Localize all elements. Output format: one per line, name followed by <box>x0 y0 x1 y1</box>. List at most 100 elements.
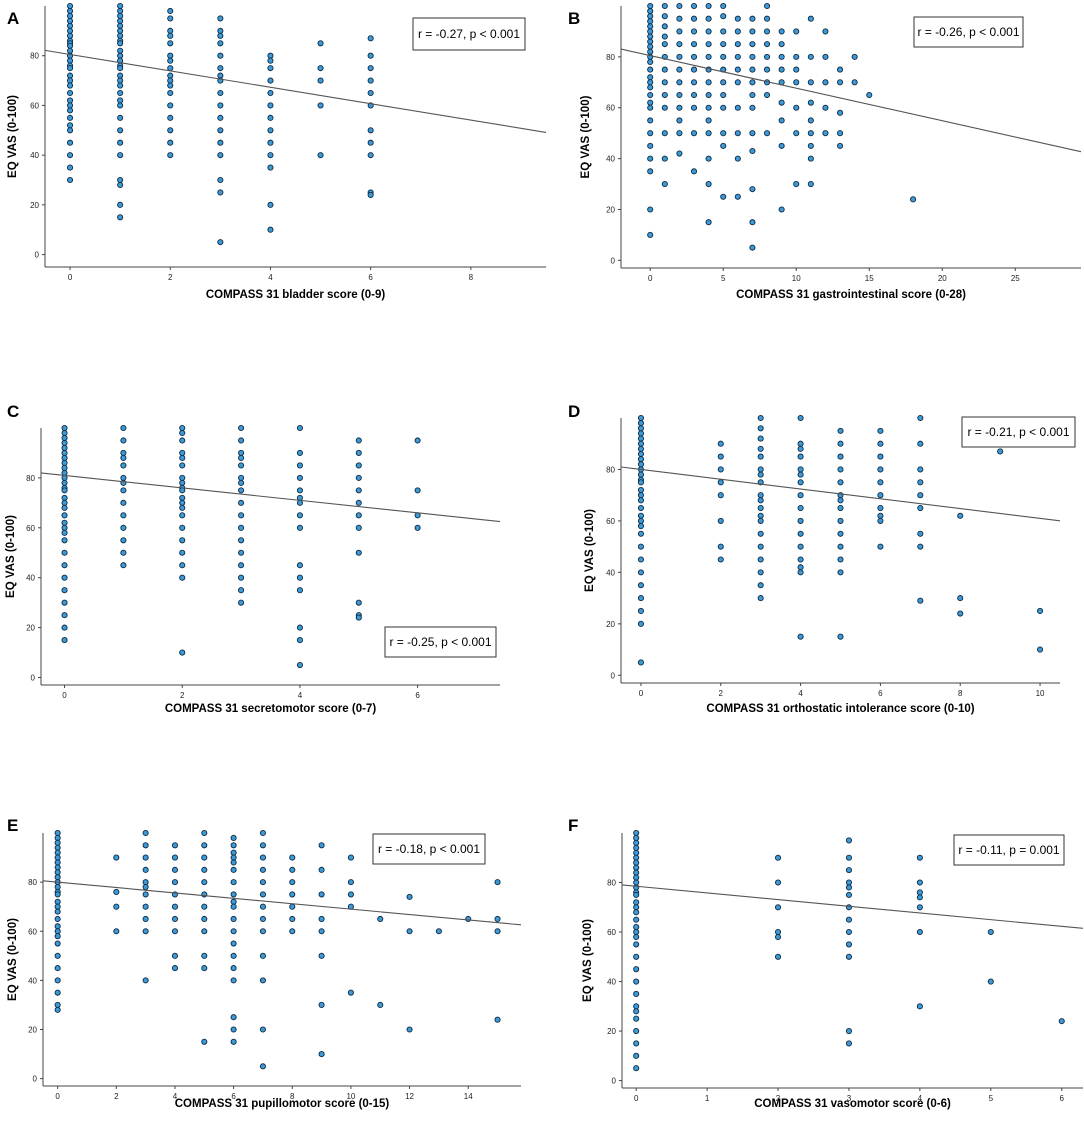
regression-line <box>40 472 501 523</box>
data-point <box>318 915 325 923</box>
data-point <box>179 499 186 506</box>
data-point <box>647 13 654 20</box>
data-point <box>179 504 186 511</box>
data-point <box>117 40 124 47</box>
data-point <box>61 444 68 452</box>
data-point <box>633 879 640 886</box>
data-point <box>647 8 654 15</box>
data-point <box>877 453 884 460</box>
data-point <box>230 928 237 935</box>
data-point <box>778 206 785 213</box>
data-point <box>797 440 804 447</box>
data-point <box>142 842 149 849</box>
data-point <box>763 41 771 48</box>
data-point <box>167 89 174 97</box>
data-point <box>797 633 804 640</box>
data-point <box>238 449 245 457</box>
data-point <box>637 450 645 458</box>
data-point <box>705 117 712 124</box>
x-tick-label: 12 <box>405 1092 414 1101</box>
data-point <box>633 933 640 941</box>
data-point <box>318 891 325 898</box>
data-point <box>1036 607 1044 615</box>
data-point <box>836 66 844 73</box>
data-point <box>734 28 741 35</box>
data-point <box>763 130 771 137</box>
x-tick-label: 2 <box>719 689 724 698</box>
data-point <box>54 891 61 898</box>
data-point <box>61 487 68 494</box>
data-point <box>61 454 68 461</box>
data-point <box>690 53 698 60</box>
data-point <box>61 429 68 437</box>
data-point <box>757 497 764 504</box>
data-point <box>647 43 654 50</box>
data-points <box>637 414 1044 666</box>
data-point <box>757 492 764 499</box>
data-point <box>414 487 421 494</box>
data-point <box>230 1026 237 1033</box>
data-point <box>757 414 764 422</box>
data-points <box>54 829 501 1070</box>
data-point <box>734 66 741 73</box>
data-point <box>238 424 245 432</box>
data-point <box>734 53 741 60</box>
data-point <box>238 499 245 506</box>
data-point <box>296 449 303 457</box>
data-point <box>647 48 654 55</box>
data-point <box>267 102 274 109</box>
data-point <box>717 453 724 460</box>
data-point <box>877 543 884 550</box>
data-point <box>317 77 324 84</box>
data-point <box>637 582 645 589</box>
data-point <box>289 903 296 910</box>
data-point <box>67 17 74 24</box>
data-point <box>822 79 829 86</box>
data-point <box>734 155 741 162</box>
data-point <box>217 40 224 47</box>
data-point <box>822 53 829 60</box>
data-point <box>717 440 724 447</box>
data-point <box>797 530 804 537</box>
data-point <box>637 479 645 486</box>
data-point <box>355 512 362 519</box>
data-point <box>705 104 712 111</box>
x-axis-title: COMPASS 31 secretomotor score (0-7) <box>165 703 376 715</box>
data-point <box>167 32 174 39</box>
data-point <box>201 928 208 935</box>
data-point <box>238 599 245 606</box>
data-point <box>877 512 884 519</box>
data-point <box>763 53 771 60</box>
data-point <box>54 854 61 861</box>
data-point <box>797 466 804 473</box>
data-point <box>230 940 237 947</box>
x-tick-label: 3 <box>847 1094 852 1103</box>
data-point <box>61 479 68 486</box>
stat-box <box>913 16 1024 48</box>
data-point <box>676 15 683 22</box>
data-point <box>647 79 654 86</box>
data-point <box>797 543 804 550</box>
data-point <box>167 102 174 109</box>
x-tick-label: 25 <box>1011 274 1020 283</box>
data-point <box>661 79 668 86</box>
data-point <box>347 891 354 898</box>
data-point <box>836 130 844 137</box>
data-point <box>296 562 303 569</box>
data-point <box>917 414 924 422</box>
data-point <box>717 517 724 524</box>
data-point <box>633 1052 640 1059</box>
data-point <box>54 844 61 851</box>
data-point <box>201 915 208 923</box>
data-point <box>676 66 683 73</box>
data-point <box>647 155 654 162</box>
data-point <box>647 117 654 124</box>
chart-panel-d: D 0 20 40 60 80 0 2 4 6 8 10 COMPASS 31 orthostatic … <box>568 402 1076 715</box>
data-point <box>259 866 266 873</box>
chart-panel-f: F 0 20 40 60 80 0 1 2 3 4 5 6 COMPASS 31 vasomotor sc… <box>568 816 1084 1110</box>
data-point <box>845 867 853 874</box>
data-point <box>167 52 174 59</box>
data-point <box>54 859 61 866</box>
data-point <box>217 152 224 159</box>
data-point <box>757 445 764 452</box>
